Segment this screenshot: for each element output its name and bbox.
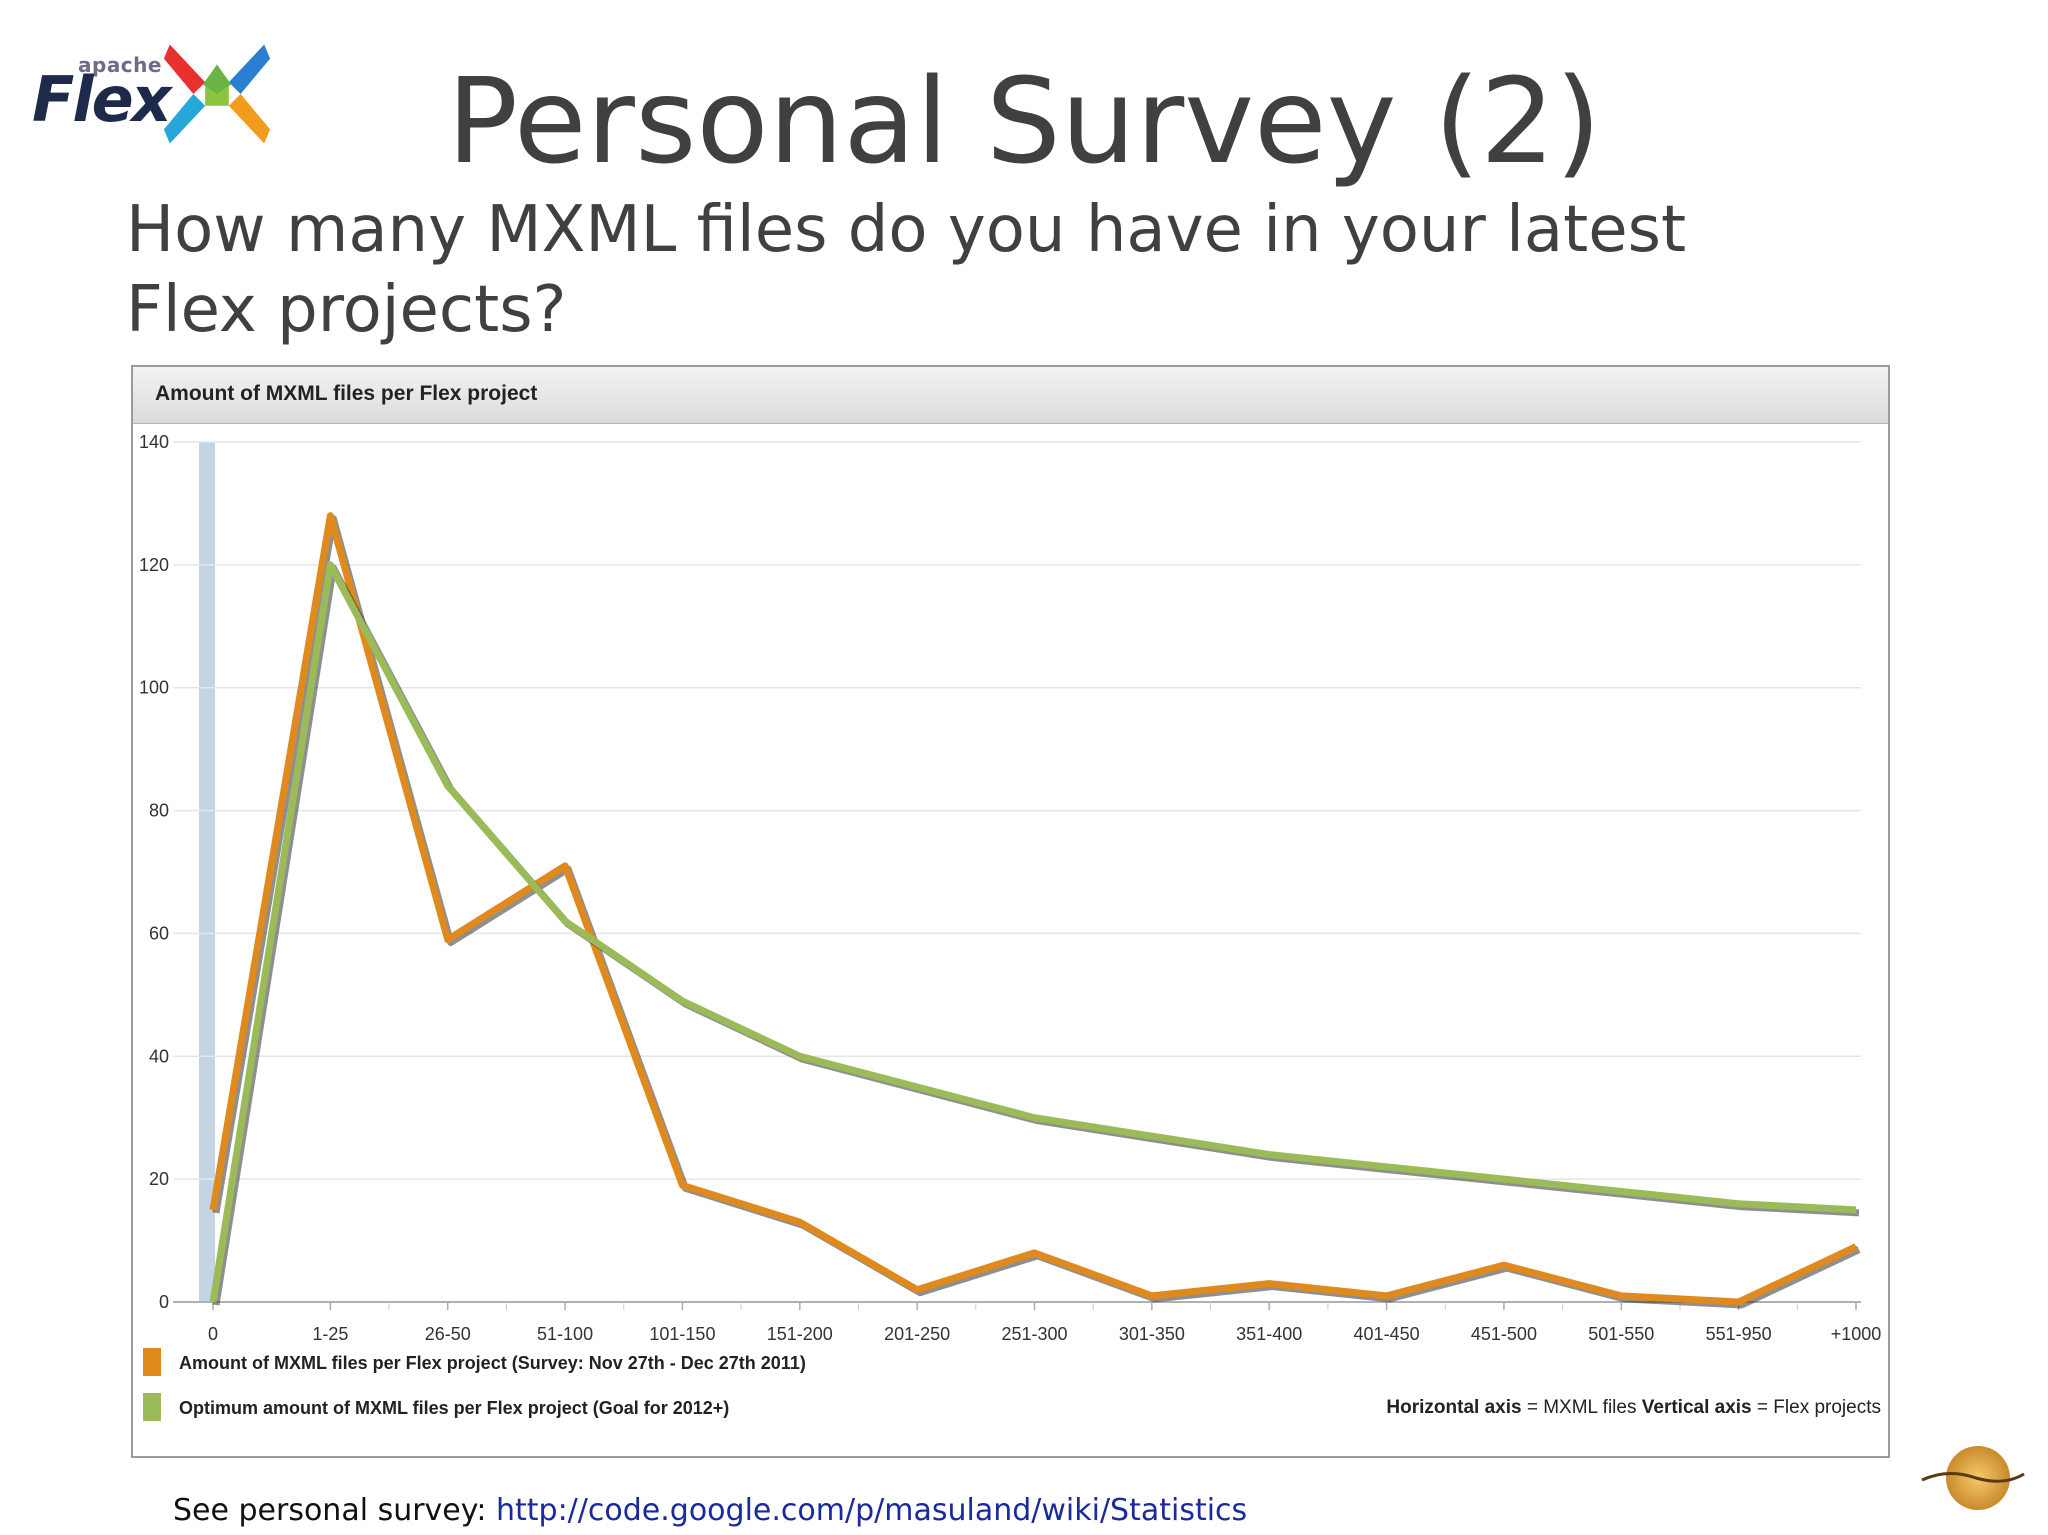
- footer-note: See personal survey: http://code.google.…: [173, 1493, 1247, 1528]
- series-2-point: [329, 563, 332, 566]
- y-axis-band: [199, 442, 215, 1302]
- series-2-point: [1855, 1208, 1857, 1211]
- masuland-stamp-icon: [1921, 1446, 2025, 1510]
- axis-note-v-label: Vertical axis: [1642, 1397, 1752, 1418]
- x-tick-label: 0: [208, 1324, 218, 1344]
- x-tick-label: 251-300: [1001, 1324, 1067, 1344]
- series-2-point: [1737, 1202, 1740, 1205]
- series-2-point: [212, 1301, 214, 1303]
- series-2-point: [681, 1000, 684, 1002]
- y-tick-label: 140: [139, 432, 169, 452]
- logo-flex-text: Flex: [32, 63, 172, 136]
- series-1-point: [1385, 1294, 1388, 1297]
- flex-x-logo-icon: [163, 44, 271, 144]
- y-tick-label: 0: [159, 1292, 169, 1312]
- series-1-point: [798, 1221, 801, 1224]
- series-2-point: [564, 920, 567, 923]
- line-chart: 0 20 40 60 80 100 120 140 0 1-25 26-50 51-100 101-15…: [139, 432, 1882, 1421]
- axis-note-h-value: = MXML files: [1522, 1397, 1642, 1418]
- x-tick-label: 201-250: [884, 1324, 950, 1344]
- series-1-point: [681, 1184, 684, 1187]
- series-1-point: [212, 1208, 214, 1211]
- y-tick-label: 40: [149, 1046, 169, 1066]
- y-tick-label: 120: [139, 555, 169, 575]
- x-tick-label: 551-950: [1706, 1324, 1772, 1344]
- series-2-point: [1150, 1135, 1153, 1138]
- series-1-point: [1855, 1245, 1857, 1248]
- series-1-point: [1150, 1294, 1153, 1297]
- axis-note-v-value: = Flex projects: [1752, 1397, 1881, 1418]
- series-1-point: [1268, 1282, 1271, 1285]
- series-2-point: [1268, 1153, 1271, 1156]
- series-1-point: [329, 514, 332, 517]
- series-2-point: [1620, 1190, 1623, 1193]
- series-2-point: [916, 1086, 919, 1088]
- x-tick-label: 1-25: [312, 1324, 348, 1344]
- axis-note: Horizontal axis = MXML files Vertical ax…: [1386, 1397, 1881, 1418]
- series-1-point: [446, 938, 449, 941]
- y-tick-label: 60: [149, 923, 169, 943]
- y-tick-label: 20: [149, 1169, 169, 1189]
- slide-title: Personal Survey (2): [446, 52, 1602, 190]
- x-tick-label: 51-100: [537, 1324, 593, 1344]
- x-tick-label: 351-400: [1236, 1324, 1302, 1344]
- series-1-point: [1737, 1301, 1740, 1303]
- chart-title: Amount of MXML files per Flex project: [155, 382, 538, 405]
- axis-note-h-label: Horizontal axis: [1386, 1397, 1521, 1418]
- series-1-point: [916, 1288, 919, 1291]
- series-2-point: [446, 785, 449, 787]
- slide-question: How many MXML files do you have in your …: [126, 193, 1687, 347]
- legend-label: Amount of MXML files per Flex project (S…: [179, 1353, 806, 1373]
- x-tick-label: 451-500: [1471, 1324, 1537, 1344]
- x-tick-label: 401-450: [1354, 1324, 1420, 1344]
- x-tick-label: 26-50: [425, 1324, 471, 1344]
- series-1-point: [564, 864, 567, 867]
- series-2-point: [1385, 1165, 1388, 1168]
- legend-swatch: [143, 1393, 161, 1421]
- legend-swatch: [143, 1348, 161, 1376]
- x-tick-label: 101-150: [649, 1324, 715, 1344]
- x-tick-label: 501-550: [1588, 1324, 1654, 1344]
- x-tick-label: +1000: [1831, 1324, 1882, 1344]
- series-2-point: [1502, 1178, 1505, 1181]
- chart-panel: Amount of MXML files per Flex project 0 2…: [131, 365, 1890, 1458]
- chart-header: Amount of MXML files per Flex project: [133, 367, 1888, 424]
- legend-label: Optimum amount of MXML files per Flex pr…: [179, 1398, 729, 1418]
- survey-link[interactable]: http://code.google.com/p/masuland/wiki/S…: [495, 1493, 1248, 1528]
- series-1-line: [209, 512, 1858, 1306]
- series-1-point: [1033, 1251, 1036, 1254]
- series-2-point: [1033, 1116, 1036, 1119]
- series-2-point: [798, 1055, 801, 1058]
- series-1-point: [1502, 1264, 1505, 1267]
- apache-flex-logo: apache Flex: [30, 35, 280, 155]
- footer-prefix: See personal survey:: [173, 1493, 496, 1528]
- x-tick-label: 151-200: [767, 1324, 833, 1344]
- x-tick-label: 301-350: [1119, 1324, 1185, 1344]
- series-1-point: [1620, 1294, 1623, 1297]
- logo-apache-text: apache: [78, 53, 162, 77]
- y-tick-label: 100: [139, 678, 169, 698]
- y-tick-label: 80: [149, 801, 169, 821]
